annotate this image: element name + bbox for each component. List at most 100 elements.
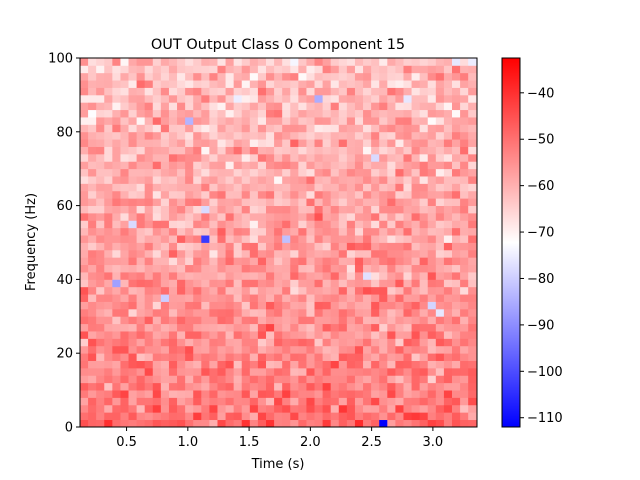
- heatmap-cell: [330, 139, 340, 147]
- y-tick-label: 0: [65, 421, 73, 436]
- heatmap-cell: [193, 316, 202, 325]
- heatmap-cell: [225, 242, 235, 251]
- heatmap-cell: [306, 183, 315, 192]
- heatmap-cell: [225, 412, 235, 421]
- heatmap-cell: [443, 146, 453, 155]
- heatmap-cell: [330, 212, 340, 221]
- heatmap-cell: [411, 316, 421, 325]
- heatmap-cell: [395, 227, 404, 236]
- heatmap-cell: [241, 249, 251, 258]
- heatmap-cell: [120, 235, 129, 243]
- heatmap-cell: [460, 176, 469, 184]
- heatmap-cell: [387, 375, 396, 384]
- heatmap-cell: [88, 367, 97, 376]
- heatmap-cell: [443, 397, 453, 406]
- heatmap-cell: [330, 345, 340, 354]
- heatmap-cell: [128, 404, 138, 413]
- heatmap-cell: [241, 257, 251, 266]
- heatmap-cell: [354, 235, 364, 243]
- heatmap-cell: [152, 168, 162, 177]
- heatmap-cell: [168, 176, 178, 184]
- heatmap-cell: [379, 80, 388, 88]
- heatmap-cell: [136, 102, 146, 111]
- heatmap-cell: [371, 382, 380, 391]
- heatmap-cell: [136, 382, 146, 391]
- heatmap-cell: [460, 65, 469, 74]
- heatmap-cell: [112, 124, 121, 133]
- heatmap-cell: [177, 80, 186, 88]
- heatmap-cell: [468, 249, 477, 258]
- heatmap-cell: [209, 397, 218, 406]
- heatmap-cell: [443, 419, 453, 428]
- heatmap-cell: [88, 94, 97, 103]
- heatmap-cell: [363, 72, 372, 81]
- heatmap-cell: [298, 124, 307, 133]
- heatmap-cell: [427, 249, 437, 258]
- heatmap-cell: [435, 345, 445, 354]
- heatmap-cell: [136, 94, 146, 103]
- heatmap-cell: [104, 212, 113, 221]
- heatmap-cell: [330, 308, 340, 317]
- heatmap-cell: [136, 139, 146, 147]
- heatmap-cell: [177, 264, 186, 273]
- heatmap-cell: [419, 338, 429, 347]
- heatmap-cell: [193, 220, 202, 229]
- heatmap-cell: [387, 264, 396, 273]
- heatmap-cell: [379, 286, 388, 295]
- heatmap-cell: [443, 117, 453, 125]
- heatmap-cell: [314, 117, 324, 125]
- heatmap-cell: [104, 286, 113, 295]
- heatmap-cell: [128, 146, 138, 155]
- heatmap-cell: [112, 412, 121, 421]
- heatmap-cell: [419, 198, 429, 206]
- heatmap-cell: [201, 94, 210, 103]
- heatmap-cell: [419, 117, 429, 125]
- heatmap-cell: [468, 94, 477, 103]
- heatmap-cell: [80, 249, 89, 258]
- heatmap-cell: [274, 308, 283, 317]
- heatmap-cell: [225, 382, 235, 391]
- heatmap-cell: [460, 146, 469, 155]
- heatmap-cell: [249, 65, 259, 74]
- heatmap-cell: [128, 124, 138, 133]
- heatmap-cell: [257, 249, 267, 258]
- heatmap-cell: [314, 412, 324, 421]
- heatmap-cell: [209, 279, 218, 288]
- heatmap-cell: [403, 131, 412, 140]
- heatmap-cell: [112, 264, 121, 273]
- heatmap-cell: [88, 308, 97, 317]
- heatmap-cell: [88, 360, 97, 369]
- heatmap-cell: [144, 279, 154, 288]
- heatmap-cell: [452, 176, 461, 184]
- heatmap-cell: [460, 345, 469, 354]
- heatmap-cell: [128, 102, 138, 111]
- heatmap-cell: [411, 183, 421, 192]
- heatmap-cell: [338, 139, 348, 147]
- heatmap-cell: [160, 80, 170, 88]
- heatmap-cell: [443, 183, 453, 192]
- heatmap-cell: [411, 87, 421, 96]
- heatmap-cell: [338, 124, 348, 133]
- heatmap-cell: [387, 382, 396, 391]
- heatmap-cell: [411, 308, 421, 317]
- heatmap-cell: [290, 153, 299, 162]
- heatmap-cell: [443, 301, 453, 310]
- heatmap-cell: [354, 301, 364, 310]
- heatmap-cell: [395, 353, 404, 361]
- heatmap-cell: [193, 345, 202, 354]
- heatmap-cell: [371, 286, 380, 295]
- heatmap-cell: [96, 58, 105, 66]
- heatmap-cell: [282, 139, 291, 147]
- heatmap-cell: [257, 412, 267, 421]
- heatmap-cell: [88, 286, 97, 295]
- heatmap-cell: [443, 72, 453, 81]
- heatmap-cell: [177, 58, 186, 66]
- heatmap-cell: [346, 316, 356, 325]
- heatmap-cell: [346, 360, 356, 369]
- heatmap-cell: [104, 220, 113, 229]
- heatmap-cell: [104, 375, 113, 384]
- heatmap-cell: [306, 257, 315, 266]
- heatmap-cell: [249, 109, 259, 118]
- heatmap-cell: [96, 308, 105, 317]
- heatmap-cell: [387, 242, 396, 251]
